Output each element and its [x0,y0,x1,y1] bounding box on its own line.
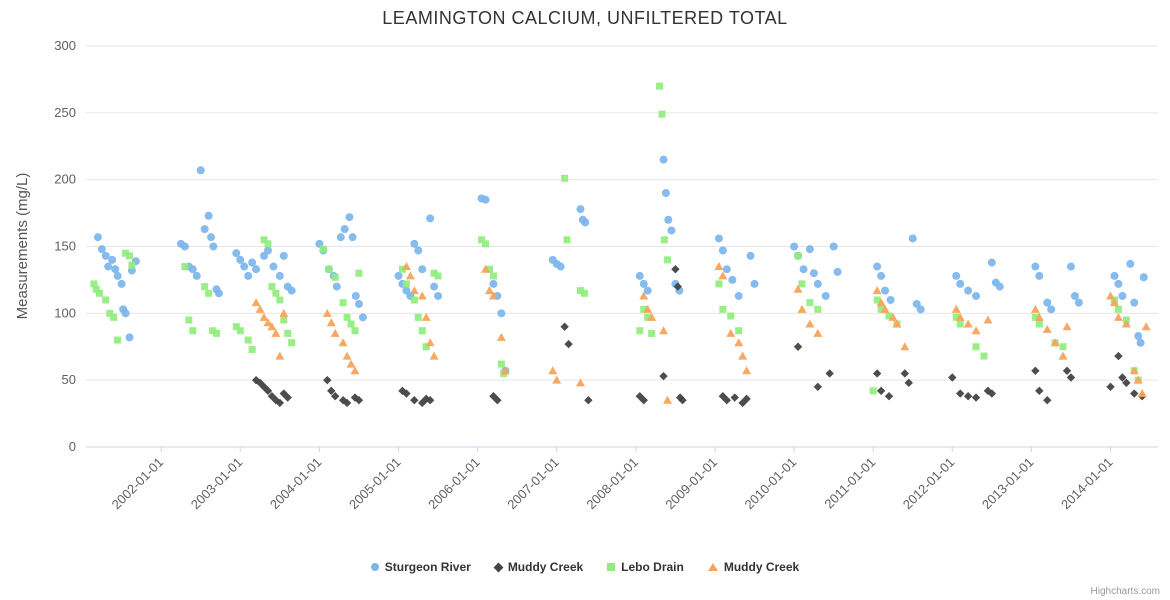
svg-text:2012-01-01: 2012-01-01 [900,455,958,513]
chart-title: LEAMINGTON CALCIUM, UNFILTERED TOTAL [382,8,788,28]
legend-label: Muddy Creek [723,560,800,574]
legend-item-muddy-creek-diamond[interactable]: Muddy Creek [493,560,584,574]
svg-text:2003-01-01: 2003-01-01 [188,455,246,513]
svg-text:150: 150 [54,239,76,254]
square-marker-icon [607,563,616,571]
triangle-marker-icon [707,563,718,571]
svg-text:2004-01-01: 2004-01-01 [267,455,325,513]
svg-text:2008-01-01: 2008-01-01 [583,455,641,513]
svg-text:0: 0 [69,439,76,454]
svg-text:2005-01-01: 2005-01-01 [346,455,404,513]
svg-text:300: 300 [54,38,76,53]
legend: Sturgeon River Muddy Creek Lebo Drain Mu… [0,560,1170,574]
svg-text:2002-01-01: 2002-01-01 [109,455,167,513]
legend-label: Sturgeon River [384,560,471,574]
diamond-marker-icon [493,562,504,572]
svg-text:2013-01-01: 2013-01-01 [979,455,1037,513]
legend-label: Muddy Creek [507,560,584,574]
highcharts-credits[interactable]: Highcharts.com [1090,586,1160,597]
legend-label: Lebo Drain [621,560,684,574]
svg-text:100: 100 [54,305,76,320]
svg-text:2009-01-01: 2009-01-01 [662,455,720,513]
legend-item-sturgeon-river[interactable]: Sturgeon River [370,560,471,574]
svg-text:250: 250 [54,105,76,120]
svg-text:2014-01-01: 2014-01-01 [1058,455,1116,513]
svg-text:2006-01-01: 2006-01-01 [425,455,483,513]
svg-text:2007-01-01: 2007-01-01 [504,455,562,513]
svg-text:2010-01-01: 2010-01-01 [742,455,800,513]
svg-text:200: 200 [54,172,76,187]
legend-item-lebo-drain[interactable]: Lebo Drain [607,560,684,574]
legend-item-muddy-creek-triangle[interactable]: Muddy Creek [707,560,800,574]
svg-text:2011-01-01: 2011-01-01 [821,455,878,512]
svg-text:50: 50 [62,372,76,387]
circle-marker-icon [370,563,379,571]
